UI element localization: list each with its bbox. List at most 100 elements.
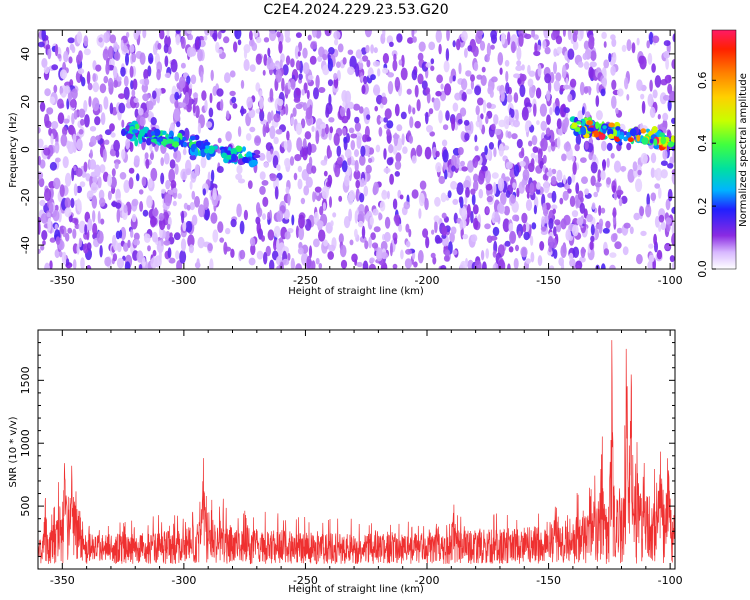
spectrogram-cell [549,107,553,116]
spectrogram-cell [636,37,640,46]
spectrogram-cell [462,233,469,240]
spectrogram-cell [80,118,85,126]
y-tick-label: 500 [19,496,32,517]
spectrogram-cell [152,208,159,217]
spectrogram-cell [104,139,110,145]
spectrogram-cell [262,196,269,207]
spectrogram-cell [186,46,194,58]
spectrogram-cell [491,123,496,131]
spectrogram-cell [256,250,264,260]
spectrogram-cell [240,79,245,89]
spectrogram-cell [610,152,615,159]
spectrogram-cell [547,235,554,249]
spectrogram-cell [534,42,538,54]
spectrogram-cell [307,34,312,41]
spectrogram-cell [392,263,398,269]
snr-x-ticks: -350 -300 -250 -200 -150 -100 [37,330,683,587]
spectrogram-cell [311,125,315,132]
spectrogram-cell [160,172,165,185]
spectrogram-cell [195,105,200,119]
spectrogram-cell [284,231,291,240]
spectrogram-cell [411,155,417,164]
x-tick-label: -150 [536,274,561,287]
spectrogram-cell [68,56,73,64]
spectrogram-cell [45,44,51,50]
spectrogram-cell [382,53,389,64]
spectrogram-cell [133,232,140,241]
spectrogram-cell [393,53,397,62]
spectrogram-cell [569,78,577,88]
spectrogram-cell [72,228,77,239]
spectrogram-cell [114,51,121,61]
spectrogram-cell [150,167,158,182]
y-tick-label: 20 [19,95,32,109]
spectrogram-cell [405,223,410,233]
spectrogram-feature-cell [242,156,249,163]
snr-y-label: SNR (10 * v/v) [8,416,19,487]
spectrogram-feature-cell [208,149,214,155]
spectrogram-cell [51,121,59,130]
spectrogram-cell [660,221,666,231]
spectrogram-cell [131,213,137,223]
colorbar-tick-label: 0.0 [696,260,709,278]
snr-frame [37,329,676,570]
spectrogram-cell [467,160,474,173]
spectrogram-cell [301,252,309,266]
spectrogram-cell [519,84,526,98]
spectrogram-cell [112,66,118,79]
spectrogram-cell [188,34,193,41]
spectrogram-cell [236,203,242,218]
spectrogram-cell [672,33,675,43]
spectrogram-cell [507,263,511,269]
spectrogram-cell [350,140,356,151]
x-tick-label: -200 [415,574,440,587]
spectrogram-cell [384,216,391,229]
spectrogram-cell [648,254,655,263]
spectrogram-x-ticks: -350 -300 -250 -200 -150 -100 [37,30,683,287]
spectrogram-cell [328,149,332,158]
spectrogram-cell [298,214,305,229]
spectrogram-feature-cell [640,128,647,134]
spectrogram-cell [493,147,497,158]
spectrogram-cell [527,78,534,88]
spectrogram-cell [561,153,567,162]
spectrogram-cell [418,41,426,52]
spectrogram-cell [123,86,130,100]
spectrogram-cell [169,232,173,238]
spectrogram-cell [344,90,352,104]
spectrogram-cell [454,92,462,101]
spectrogram-cell [428,108,434,115]
spectrogram-cell [532,146,539,154]
spectrogram-cell [249,237,256,247]
spectrogram-cell [372,60,381,67]
spectrogram-cell [327,174,333,186]
spectrogram-cell [562,190,569,201]
spectrogram-cell [610,34,616,41]
spectrogram-cell [170,58,178,73]
y-tick-label: 0 [19,146,32,153]
spectrogram-feature-cell [231,153,237,162]
spectrogram-cell [259,109,265,122]
spectrogram-cell [658,214,665,223]
colorbar-tick-label: 0.4 [696,134,709,152]
spectrogram-cell [460,160,465,167]
spectrogram-cell [41,30,46,42]
spectrogram-cell [553,226,557,237]
spectrogram-cell [258,152,266,161]
spectrogram-cell [624,77,629,90]
spectrogram-cell [368,263,376,269]
spectrogram-cell [139,116,146,127]
spectrogram-cell [669,90,675,102]
spectrogram-cell [128,177,134,190]
spectrogram-cell [579,81,585,96]
spectrogram-cell [175,30,181,34]
spectrogram-cell [508,222,514,233]
spectrogram-cell [394,103,400,117]
spectrogram-cell [376,94,383,105]
spectrogram-cells [38,30,675,269]
spectrogram-cell [295,225,300,239]
spectrogram-cell [102,48,109,61]
spectrogram-cell [188,83,193,89]
spectrogram-cell [64,85,71,94]
spectrogram-cell [295,103,303,110]
